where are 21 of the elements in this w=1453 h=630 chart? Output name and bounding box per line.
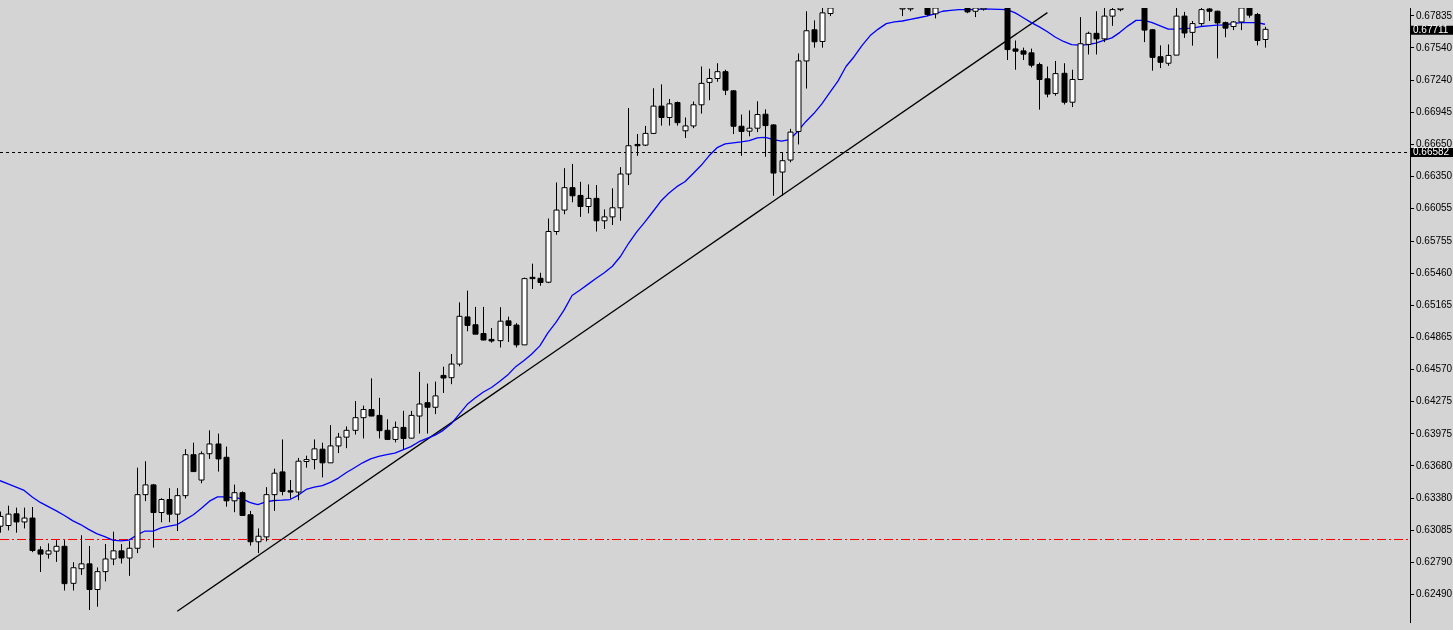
y-tick-label: 0.67540 bbox=[1416, 41, 1453, 53]
y-tick-label: 0.63680 bbox=[1416, 459, 1453, 471]
y-tick-label: 0.66650 bbox=[1416, 137, 1453, 149]
y-tick-label: 0.65755 bbox=[1416, 234, 1453, 246]
y-tick-label: 0.66945 bbox=[1416, 106, 1453, 118]
y-tick-label: 0.67835 bbox=[1416, 9, 1453, 21]
y-tick-label: 0.64275 bbox=[1416, 395, 1453, 407]
y-tick-label: 0.62790 bbox=[1416, 555, 1453, 567]
y-tick-label: 0.63085 bbox=[1416, 524, 1453, 536]
y-tick-label: 0.67240 bbox=[1416, 74, 1453, 86]
y-tick-label: 0.66055 bbox=[1416, 202, 1453, 214]
y-tick-label: 0.64865 bbox=[1416, 331, 1453, 343]
y-tick-label: 0.65165 bbox=[1416, 298, 1453, 310]
y-tick-label: 0.66350 bbox=[1416, 170, 1453, 182]
y-tick-label: 0.65460 bbox=[1416, 266, 1453, 278]
y-tick-label: 0.64570 bbox=[1416, 363, 1453, 375]
y-tick-label: 0.63380 bbox=[1416, 492, 1453, 504]
y-tick-label: 0.63975 bbox=[1416, 427, 1453, 439]
ref-line-label: 0.66582 bbox=[1413, 146, 1450, 158]
text: 0.67711 bbox=[1413, 24, 1449, 36]
y-tick-label: 0.62490 bbox=[1416, 588, 1453, 600]
